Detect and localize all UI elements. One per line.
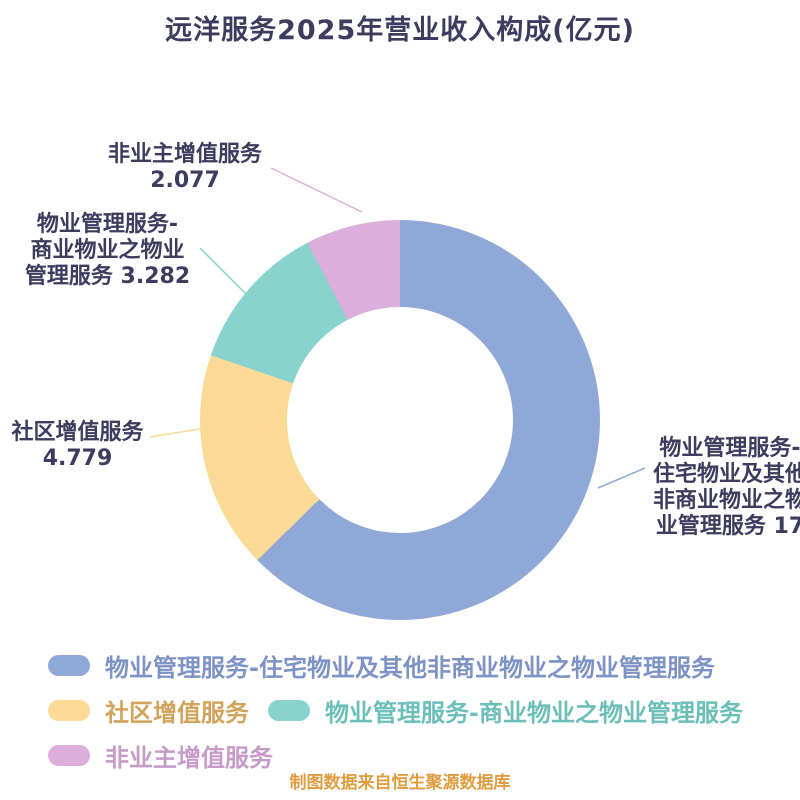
callout-value: 业管理服务 17 <box>655 514 800 539</box>
legend-label: 社区增值服务 <box>105 699 249 727</box>
leader-line-non-owner <box>270 167 363 213</box>
callout-value: 2.077 <box>150 168 220 193</box>
callout-value: 4.779 <box>42 446 113 471</box>
callout-non-owner-services: 非业主增值服务 2.077 <box>95 142 275 194</box>
callout-value: 管理服务 3.282 <box>24 264 191 289</box>
callout-residential-property-services: 物业管理服务- 住宅物业及其他 非商业物业之物 业管理服务 17 <box>645 436 800 540</box>
legend-label: 物业管理服务-商业物业之物业管理服务 <box>325 699 743 727</box>
legend-item-non-owner-value-added-services[interactable]: 非业主增值服务 <box>48 738 273 773</box>
legend-item-community-value-added-services[interactable]: 社区增值服务 <box>48 693 249 728</box>
legend-item-residential-property-services[interactable]: 物业管理服务-住宅物业及其他非商业物业之物业管理服务 <box>48 648 715 683</box>
callout-commercial-property-services: 物业管理服务- 商业物业之物业 管理服务 3.282 <box>15 212 200 290</box>
legend-label: 物业管理服务-住宅物业及其他非商业物业之物业管理服务 <box>105 654 715 682</box>
callout-line: 商业物业之物业 <box>30 238 185 263</box>
legend-item-commercial-property-services[interactable]: 物业管理服务-商业物业之物业管理服务 <box>268 693 743 728</box>
donut-hole <box>287 307 513 533</box>
legend-swatch-teal <box>268 700 310 721</box>
callout-line: 社区增值服务 <box>11 420 144 445</box>
callout-line: 住宅物业及其他 <box>652 462 800 487</box>
leader-line-residential <box>597 467 646 489</box>
legend-swatch-gold <box>48 700 90 721</box>
callout-line: 非商业物业之物 <box>652 488 800 513</box>
legend-swatch-blue <box>48 655 90 676</box>
chart-title: 远洋服务2025年营业收入构成(亿元) <box>165 15 635 46</box>
callout-line: 非业主增值服务 <box>107 142 262 167</box>
callout-line: 物业管理服务- <box>659 436 800 461</box>
callout-community-value-added-services: 社区增值服务 4.779 <box>0 420 155 472</box>
legend-label: 非业主增值服务 <box>105 744 273 772</box>
callout-line: 物业管理服务- <box>36 212 179 237</box>
data-source-note: 制图数据来自恒生聚源数据库 <box>289 773 511 793</box>
legend-swatch-pink <box>48 745 90 766</box>
